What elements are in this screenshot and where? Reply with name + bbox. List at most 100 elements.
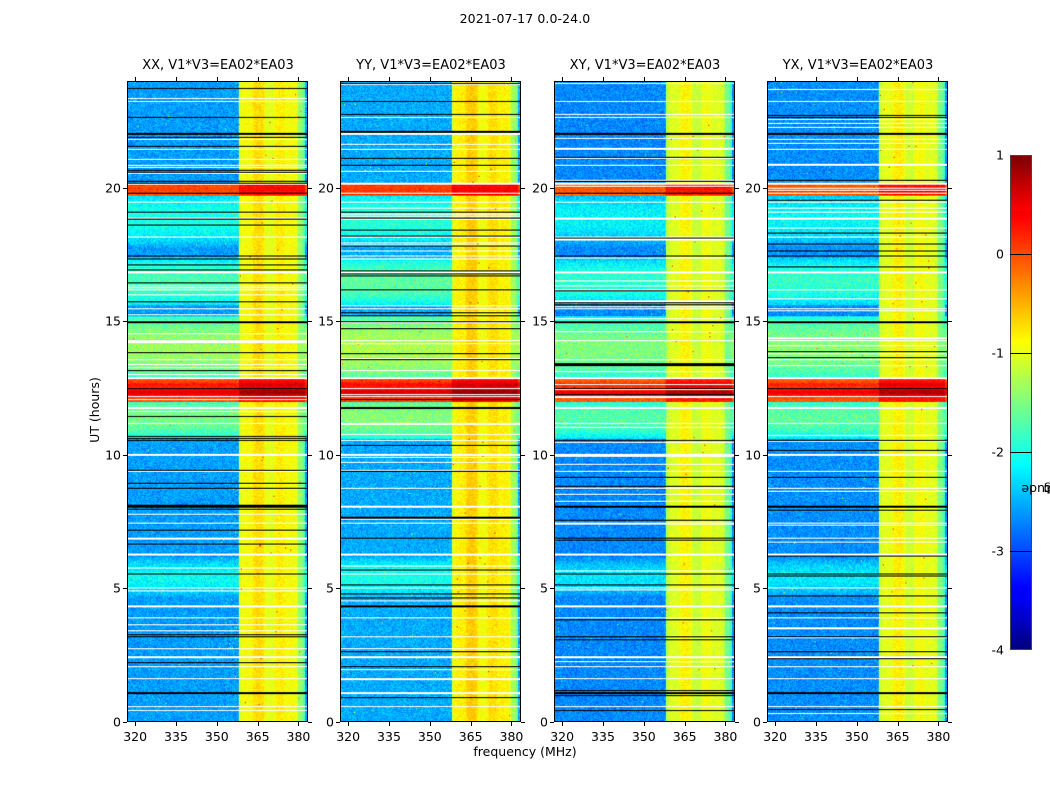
y-tick-label: 5 [540, 580, 548, 596]
x-tick-mark-top [511, 77, 512, 81]
y-tick-label: 20 [532, 180, 548, 196]
x-tick-label: 365 [458, 729, 483, 744]
x-tick-mark-top [176, 77, 177, 81]
y-tick-mark-right [521, 588, 525, 589]
waterfall-image [341, 82, 520, 721]
panel-yx[interactable] [767, 81, 948, 722]
y-tick-mark-right [948, 321, 952, 322]
colorbar-tick-label: -2 [991, 444, 1004, 460]
y-tick-label: 15 [745, 313, 761, 329]
y-tick-label: 5 [113, 580, 121, 596]
y-tick-mark-right [521, 321, 525, 322]
y-tick-label: 0 [540, 714, 548, 730]
y-tick-mark-right [521, 722, 525, 723]
x-tick-mark [775, 722, 776, 726]
x-tick-label: 365 [672, 729, 697, 744]
x-tick-mark-top [389, 77, 390, 81]
waterfall-image [128, 82, 307, 721]
y-tick-mark [123, 188, 127, 189]
y-tick-mark-right [735, 321, 739, 322]
x-tick-mark [430, 722, 431, 726]
y-tick-mark-right [308, 188, 312, 189]
panel-title: XY, V1*V3=EA02*EA03 [569, 58, 721, 73]
panel-title: YY, V1*V3=EA02*EA03 [356, 58, 506, 73]
x-tick-label: 380 [499, 729, 524, 744]
y-tick-mark-right [735, 588, 739, 589]
y-tick-label: 0 [326, 714, 334, 730]
x-tick-mark-top [258, 77, 259, 81]
x-tick-mark [898, 722, 899, 726]
panel-title: YX, V1*V3=EA02*EA03 [782, 58, 934, 73]
x-tick-mark [725, 722, 726, 726]
y-tick-label: 0 [113, 714, 121, 730]
y-tick-mark-right [308, 321, 312, 322]
x-tick-label: 380 [926, 729, 951, 744]
x-tick-mark-top [685, 77, 686, 81]
panel-xy[interactable] [554, 81, 735, 722]
colorbar-gradient [1011, 156, 1031, 649]
x-tick-mark [176, 722, 177, 726]
y-tick-mark-right [735, 455, 739, 456]
x-tick-mark [389, 722, 390, 726]
y-tick-mark [763, 722, 767, 723]
y-tick-mark-right [521, 455, 525, 456]
x-tick-mark-top [816, 77, 817, 81]
colorbar-tick-mark [1010, 551, 1032, 552]
x-tick-label: 335 [591, 729, 615, 744]
x-tick-mark-top [348, 77, 349, 81]
colorbar [1010, 155, 1032, 650]
x-tick-label: 350 [844, 729, 869, 744]
y-tick-mark [336, 455, 340, 456]
x-tick-label: 335 [164, 729, 188, 744]
colorbar-tick-label: -1 [991, 345, 1004, 361]
x-tick-mark [298, 722, 299, 726]
colorbar-tick-label: 0 [996, 246, 1004, 262]
y-tick-label: 5 [326, 580, 334, 596]
y-tick-label: 10 [532, 447, 548, 463]
y-tick-mark [763, 188, 767, 189]
x-tick-label: 380 [286, 729, 311, 744]
y-tick-label: 10 [745, 447, 761, 463]
x-tick-mark-top [471, 77, 472, 81]
y-tick-mark-right [735, 188, 739, 189]
waterfall-image [768, 82, 947, 721]
figure-suptitle: 2021-07-17 0.0-24.0 [459, 11, 591, 26]
x-tick-mark-top [725, 77, 726, 81]
x-tick-mark [857, 722, 858, 726]
panel-xx[interactable] [127, 81, 308, 722]
panel-yy[interactable] [340, 81, 521, 722]
x-tick-label: 365 [245, 729, 270, 744]
y-tick-mark-right [735, 722, 739, 723]
y-tick-mark [550, 588, 554, 589]
y-tick-mark-right [948, 455, 952, 456]
x-tick-mark [135, 722, 136, 726]
colorbar-tick-mark [1010, 452, 1032, 453]
colorbar-label-suffix: amplitude [1021, 482, 1050, 497]
colorbar-tick-mark [1010, 254, 1032, 255]
x-tick-mark [685, 722, 686, 726]
x-tick-mark-top [644, 77, 645, 81]
x-tick-mark-top [135, 77, 136, 81]
y-tick-mark-right [948, 722, 952, 723]
y-tick-mark [763, 588, 767, 589]
y-tick-mark-right [948, 188, 952, 189]
waterfall-image [555, 82, 734, 721]
x-tick-label: 320 [763, 729, 788, 744]
x-tick-mark [217, 722, 218, 726]
y-tick-mark [123, 588, 127, 589]
y-tick-mark [550, 321, 554, 322]
y-tick-label: 10 [318, 447, 334, 463]
y-tick-mark [550, 455, 554, 456]
x-tick-mark-top [217, 77, 218, 81]
x-tick-mark [562, 722, 563, 726]
y-tick-label: 15 [318, 313, 334, 329]
x-tick-label: 335 [377, 729, 401, 744]
x-tick-mark [258, 722, 259, 726]
y-tick-label: 15 [532, 313, 548, 329]
y-tick-mark-right [308, 455, 312, 456]
y-tick-mark [336, 588, 340, 589]
x-tick-mark-top [298, 77, 299, 81]
x-tick-mark [348, 722, 349, 726]
x-tick-mark-top [603, 77, 604, 81]
y-tick-mark-right [308, 722, 312, 723]
